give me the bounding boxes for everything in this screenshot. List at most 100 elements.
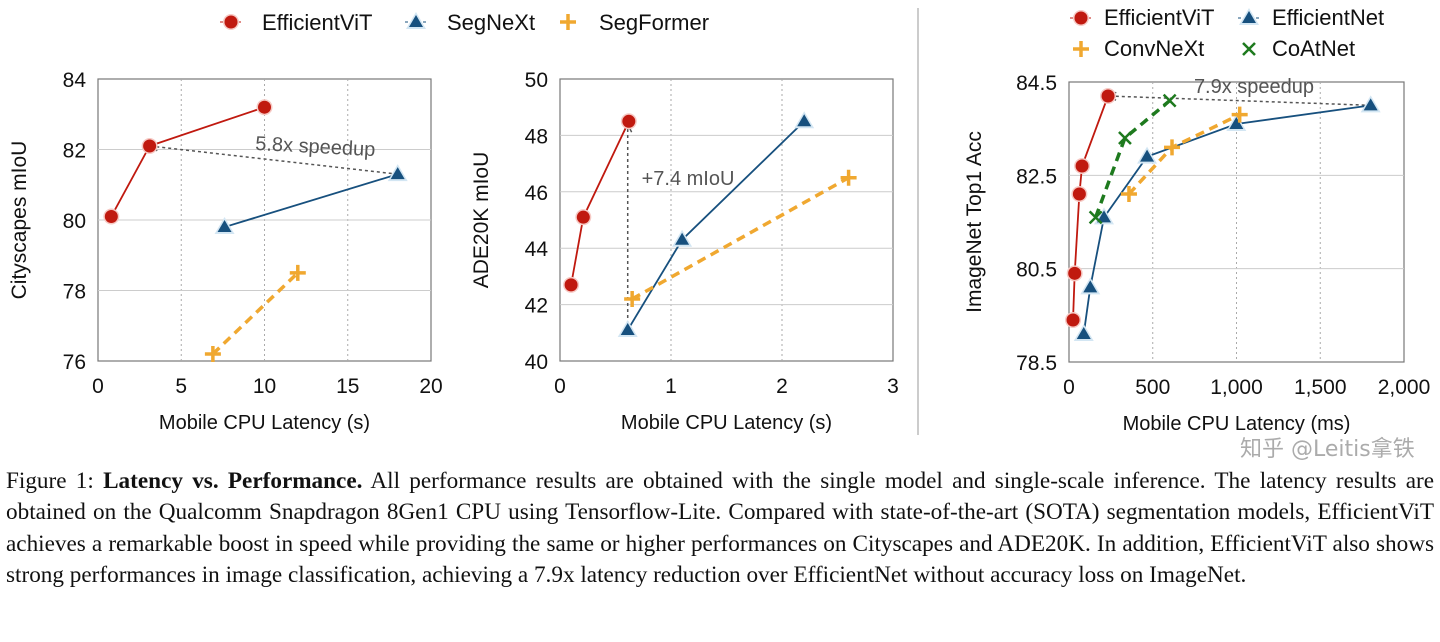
x-tick-label: 3 xyxy=(887,375,899,398)
x-tick-label: 1,000 xyxy=(1210,376,1263,399)
data-point-efficientvit xyxy=(143,139,157,153)
caption-title: Latency vs. Performance. xyxy=(103,468,363,494)
y-tick-label: 78.5 xyxy=(1016,352,1057,375)
data-point-convnext xyxy=(1231,106,1248,123)
x-tick-label: 1 xyxy=(665,375,677,398)
data-point-efficientnet xyxy=(1140,149,1155,162)
data-point-efficientnet xyxy=(1097,210,1112,223)
y-tick-label: 50 xyxy=(525,69,548,92)
data-point-efficientvit xyxy=(258,100,271,114)
data-point-segnext xyxy=(390,167,405,180)
y-tick-label: 44 xyxy=(525,238,549,261)
series-line-segformer xyxy=(211,271,300,356)
data-point-efficientnet xyxy=(1363,98,1378,111)
data-point-segnext xyxy=(797,114,812,127)
x-tick-label: 5 xyxy=(175,375,187,398)
data-point-efficientvit xyxy=(1075,159,1089,173)
y-tick-label: 46 xyxy=(525,182,548,205)
watermark: 知乎 @Leitis拿铁 xyxy=(1240,437,1415,462)
y-tick-label: 48 xyxy=(525,125,548,148)
legend: EfficientViT EfficientNet ConvNeXt CoAtNet xyxy=(1070,5,1384,61)
y-tick-label: 82.5 xyxy=(1016,165,1057,188)
x-tick-label: 1,500 xyxy=(1294,376,1347,399)
data-point-efficientnet xyxy=(1083,280,1098,293)
legend-marker-convnext xyxy=(1073,41,1089,57)
y-tick-label: 76 xyxy=(63,351,86,374)
x-tick-label: 0 xyxy=(554,375,566,398)
data-point-efficientvit xyxy=(564,278,578,292)
y-tick-label: 80 xyxy=(63,210,86,233)
x-tick-label: 20 xyxy=(419,375,442,398)
x-axis-label: Mobile CPU Latency (s) xyxy=(621,412,832,434)
legend-label: EfficientNet xyxy=(1272,5,1384,30)
data-point-convnext xyxy=(1120,186,1137,202)
data-point-efficientvit xyxy=(1101,89,1115,103)
legend-top: EfficientViT SegNeXt SegFormer xyxy=(220,10,709,35)
x-tick-label: 0 xyxy=(1063,376,1075,399)
y-tick-label: 80.5 xyxy=(1016,259,1057,282)
y-tick-label: 82 xyxy=(63,140,86,163)
x-axis-label: Mobile CPU Latency (ms) xyxy=(1123,413,1351,435)
legend-marker-segformer xyxy=(560,14,576,30)
data-point-segnext xyxy=(675,232,690,245)
chart-1: 0 5 10 15 20 76 78 80 82 84 Mobile CPU Latency (s)… xyxy=(8,69,443,434)
data-point-coatnet xyxy=(1088,210,1103,225)
data-point-convnext xyxy=(1164,139,1181,156)
legend-marker-coatnet xyxy=(1242,42,1256,56)
x-tick-label: 15 xyxy=(336,375,359,398)
series-line-efficientnet xyxy=(1082,104,1371,335)
figure-caption: Figure 1: Latency vs. Performance. All p… xyxy=(6,466,1434,592)
caption-body: All performance results are obtained wit… xyxy=(6,468,1435,589)
legend-label: SegNeXt xyxy=(447,10,535,35)
y-tick-label: 42 xyxy=(525,295,548,318)
legend-label: CoAtNet xyxy=(1272,36,1355,61)
legend-marker-efficientvit xyxy=(224,15,238,29)
x-tick-label: 2,000 xyxy=(1378,376,1431,399)
data-point-efficientvit xyxy=(576,210,590,224)
series-line-segformer xyxy=(631,176,850,301)
data-point-coatnet xyxy=(1118,131,1132,145)
chart-2: 0 1 2 3 40 42 44 46 48 50 Mobile CPU Latency (s) AD… xyxy=(470,69,899,434)
data-point-coatnet xyxy=(1162,93,1177,108)
y-tick-label: 40 xyxy=(525,351,548,374)
y-tick-label: 84 xyxy=(63,69,87,92)
y-axis-label: ADE20K mIoU xyxy=(470,152,493,289)
x-tick-label: 500 xyxy=(1135,376,1170,399)
chart-3: 0 500 1,000 1,500 2,000 78.5 80.5 82.5 84.5 Mobil… xyxy=(963,5,1430,435)
data-point-segformer xyxy=(624,290,641,307)
y-tick-label: 78 xyxy=(63,281,86,304)
legend-marker-efficientnet xyxy=(1242,11,1256,23)
data-point-efficientvit xyxy=(622,114,636,128)
x-axis-label: Mobile CPU Latency (s) xyxy=(159,412,370,434)
data-point-efficientvit xyxy=(1068,266,1082,280)
data-point-segformer xyxy=(204,345,221,362)
legend-label: SegFormer xyxy=(599,10,709,35)
caption-prefix: Figure 1: xyxy=(6,468,104,494)
data-point-segformer xyxy=(289,264,306,281)
annotation-label: 7.9x speedup xyxy=(1194,76,1314,98)
data-point-efficientvit xyxy=(1066,313,1080,327)
y-tick-label: 84.5 xyxy=(1016,72,1057,95)
x-tick-label: 10 xyxy=(253,375,276,398)
data-point-efficientnet xyxy=(1229,117,1244,129)
legend-label: EfficientViT xyxy=(262,10,372,35)
y-axis-label: Cityscapes mIoU xyxy=(8,141,31,300)
series-line-segnext xyxy=(224,173,398,228)
y-axis-label: ImageNet Top1 Acc xyxy=(963,131,986,313)
legend-marker-segnext xyxy=(409,15,423,27)
data-point-efficientvit xyxy=(1072,187,1086,201)
legend-label: EfficientViT xyxy=(1104,5,1214,30)
data-point-efficientnet xyxy=(1076,327,1091,339)
legend-marker-efficientvit xyxy=(1074,11,1088,25)
plot-area xyxy=(559,78,894,362)
series-line-coatnet xyxy=(1093,99,1171,218)
data-point-efficientvit xyxy=(104,209,118,223)
annotation-label: +7.4 mIoU xyxy=(642,168,735,190)
data-point-segnext xyxy=(217,220,232,233)
data-point-segformer xyxy=(840,169,857,186)
x-tick-label: 2 xyxy=(776,375,788,398)
legend-label: ConvNeXt xyxy=(1104,36,1204,61)
data-point-segnext xyxy=(620,322,635,335)
annotation-arrow xyxy=(1108,95,1371,107)
